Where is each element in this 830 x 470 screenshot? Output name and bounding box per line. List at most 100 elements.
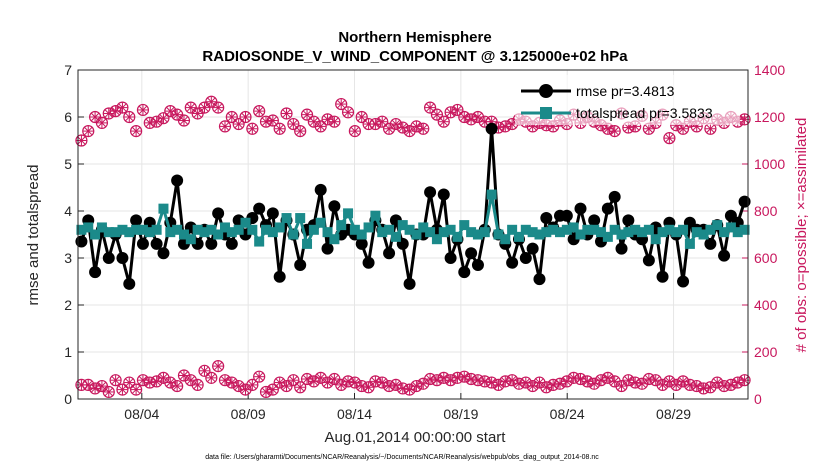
y-tick-label: 0 <box>64 391 72 407</box>
obs-assimilated-point <box>240 112 251 122</box>
obs-assimilated-point <box>131 384 142 395</box>
obs-possible-point <box>321 113 334 126</box>
totalspread-point <box>137 224 148 235</box>
obs-possible-point <box>150 115 163 128</box>
obs-cross-d2 <box>296 127 305 136</box>
legend-rmse-marker <box>539 84 553 98</box>
rmse-point <box>116 252 129 264</box>
obs-possible-point <box>123 110 136 124</box>
totalspread-point <box>206 224 217 235</box>
obs-assimilated-point <box>541 382 552 393</box>
totalspread-point <box>541 227 552 238</box>
totalspread-point <box>233 224 244 235</box>
obs-cross-d2 <box>385 382 394 391</box>
obs-cross-d2 <box>672 380 681 389</box>
rmse-point <box>225 237 238 250</box>
y2-tick-label: 1400 <box>754 62 785 78</box>
obs-possible-point <box>724 378 738 391</box>
rmse-point <box>424 186 437 199</box>
rmse-point <box>656 270 669 283</box>
rmse-point <box>533 273 546 286</box>
obs-possible-point <box>437 371 450 384</box>
obs-cross-d2 <box>610 377 619 386</box>
totalspread-point <box>213 229 224 240</box>
obs-assimilated-point <box>725 379 736 390</box>
obs-cross-d2 <box>535 378 544 387</box>
obs-assimilated-point <box>404 384 415 395</box>
obs-assimilated-point <box>124 377 135 388</box>
obs-cross-d2 <box>720 382 729 391</box>
totalspread-point <box>513 231 524 242</box>
totalspread-point <box>452 231 463 242</box>
obs-assimilated-point <box>137 104 148 115</box>
obs-possible-point <box>95 116 109 129</box>
obs-possible-point <box>314 371 327 384</box>
obs-possible-point <box>205 371 218 384</box>
rmse-point <box>355 237 368 250</box>
obs-cross-d2 <box>77 136 86 145</box>
obs-cross-d2 <box>180 116 188 125</box>
obs-possible-point <box>109 374 122 387</box>
totalspread-point <box>315 217 326 228</box>
obs-cross-d2 <box>241 113 250 121</box>
obs-assimilated-point <box>582 376 593 387</box>
y-axis-left: 0 1 2 3 4 5 6 7 <box>64 62 84 407</box>
obs-assimilated-point <box>657 379 668 390</box>
obs-possible-point <box>506 374 519 387</box>
obs-assimilated-point <box>131 126 142 137</box>
obs-possible-point <box>465 113 478 126</box>
obs-possible-point <box>307 115 320 128</box>
obs-cross-d2 <box>309 377 318 386</box>
obs-assimilated-point <box>671 379 682 390</box>
obs-cross-d2 <box>84 380 93 389</box>
rmse-point <box>642 254 655 267</box>
totalspread-point <box>117 224 128 235</box>
obs-cross-d2 <box>658 380 667 389</box>
obs-possible-point <box>389 117 403 131</box>
obs-possible-point <box>403 383 416 396</box>
rmse-point <box>383 247 396 260</box>
obs-possible-point <box>212 360 225 373</box>
obs-possible-point <box>656 378 669 391</box>
obs-assimilated-point <box>732 377 743 388</box>
y-tick-label: 5 <box>64 156 72 172</box>
obs-assimilated-point <box>295 126 306 137</box>
totalspread-point <box>165 227 176 238</box>
x-axis-label: Aug.01,2014 00:00:00 start <box>325 429 507 446</box>
obs-assimilated-point <box>336 379 347 390</box>
obs-possible-point <box>670 378 683 391</box>
obs-possible-point <box>376 376 389 389</box>
obs-assimilated-point <box>650 375 661 386</box>
obs-assimilated-point <box>267 115 278 126</box>
obs-cross-d2 <box>289 376 298 385</box>
obs-cross-d2 <box>138 105 147 114</box>
obs-cross-d2 <box>118 385 127 394</box>
y-tick-label: 2 <box>64 297 72 313</box>
obs-possible-point <box>410 120 423 133</box>
obs-cross-d2 <box>152 377 161 386</box>
x-axis: 08/04 08/09 08/14 08/19 08/24 08/29 <box>124 393 691 422</box>
totalspread-point <box>602 231 613 242</box>
obs-cross-d2 <box>350 378 359 387</box>
obs-assimilated-point <box>172 381 183 392</box>
totalspread-point <box>650 234 661 245</box>
obs-assimilated-point <box>336 99 347 110</box>
obs-cross-d2 <box>316 122 325 131</box>
obs-cross-d2 <box>460 372 469 381</box>
rmse-point <box>294 259 307 272</box>
obs-assimilated-point <box>602 123 613 134</box>
obs-assimilated-point <box>295 382 306 393</box>
obs-assimilated-point <box>254 371 265 382</box>
obs-cross-d2 <box>549 380 558 389</box>
obs-possible-point <box>184 374 197 387</box>
obs-possible-point <box>676 375 690 388</box>
obs-assimilated-point <box>103 108 114 119</box>
totalspread-point <box>691 227 702 238</box>
obs-cross-d2 <box>84 127 93 136</box>
x-tick-label: 08/14 <box>337 406 372 422</box>
obs-assimilated-point <box>329 374 340 385</box>
obs-cross-d2 <box>405 385 414 394</box>
obs-cross-d2 <box>296 383 305 392</box>
obs-assimilated-point <box>267 384 278 395</box>
obs-assimilated-point <box>206 96 217 107</box>
